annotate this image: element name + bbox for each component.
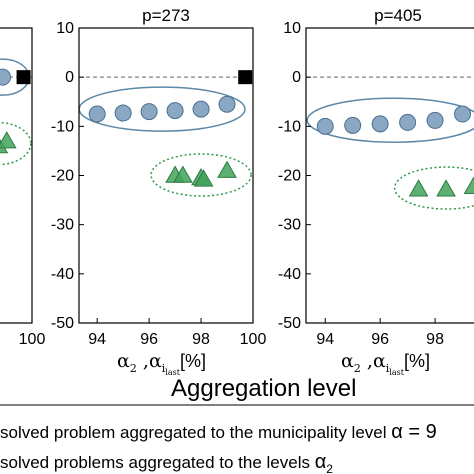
data-point-circle [114,104,132,122]
data-point-circle [88,105,106,123]
data-point-triangle [0,131,17,149]
alpha-subscript: 2 [130,362,137,375]
x-tick-label: 96 [140,331,158,348]
x-tick-label: 98 [192,331,210,348]
data-point-circle [218,95,236,113]
panel-title: p=405 [374,6,422,25]
plot-area [306,76,474,210]
label-separator: , [361,350,373,372]
data-point-circle [316,117,334,135]
alpha-symbol: α [117,350,130,372]
plot-area [79,76,253,197]
alpha-symbol: α [149,350,162,372]
x-axis-label: α2 ,αilast[%] [117,350,206,377]
y-tick-label: 10 [56,20,74,37]
data-point-circle [371,115,389,133]
aggregation-level-label: Aggregation level [171,375,356,402]
alpha-subscript: i [386,362,390,375]
data-point-triangle [463,176,474,195]
data-point-triangle [408,179,429,197]
triangle-group-ellipse [150,153,252,197]
data-point-square [16,70,31,85]
data-point-circle [454,105,472,123]
data-point-triangle [193,169,214,187]
x-tick-label: 100 [19,331,46,348]
data-point-circle [399,113,417,131]
y-tick-label: -10 [278,118,301,135]
data-point-circle [166,102,184,120]
legend-line-1: solved problem aggregated to the municip… [0,421,437,443]
x-tick-label: 94 [88,331,106,348]
y-tick-label: 10 [283,20,301,37]
axes-frame [0,27,33,324]
legend: solved problem aggregated to the municip… [0,421,437,474]
label-separator: , [137,350,149,372]
y-tick-label: -30 [51,217,74,234]
label-unit: [%] [404,351,430,371]
alpha-subsubscript: last [389,368,404,377]
panel-1: 100 [0,27,46,348]
legend-line-2-text: solved problems aggregated to the levels [0,453,315,472]
data-point-circle [344,116,362,134]
x-tick-label: 98 [426,331,444,348]
legend-line-2-symbol: α [315,451,327,473]
y-tick-label: -20 [278,168,301,185]
data-point-triangle [217,160,237,178]
triangle-group-ellipse [393,166,474,210]
y-tick-label: -50 [51,315,74,332]
x-tick-label: 94 [316,331,334,348]
legend-line-2: solved problems aggregated to the levels… [0,451,333,474]
data-point-circle [0,68,12,86]
legend-line-1-text: solved problem aggregated to the municip… [0,423,391,442]
data-point-circle [426,111,444,129]
plot-area [0,58,32,166]
triangle-group-ellipse [0,121,32,166]
alpha-symbol: α [341,350,354,372]
y-tick-label: -50 [278,315,301,332]
y-tick-label: 0 [292,69,301,86]
data-point-triangle [436,179,456,197]
y-tick-label: 0 [65,69,74,86]
alpha-symbol: α [373,350,386,372]
panel-title: p=273 [142,6,190,25]
y-tick-label: -30 [278,217,301,234]
y-tick-label: -40 [51,266,74,283]
x-tick-label: 100 [240,331,267,348]
data-point-square [238,70,253,85]
alpha-subscript: 2 [354,362,361,375]
alpha-subscript: i [162,362,166,375]
legend-line-2-subscript: 2 [326,462,333,474]
legend-line-1-symbol: α = 9 [391,421,436,443]
x-tick-label: 96 [371,331,389,348]
label-unit: [%] [180,351,206,371]
data-point-circle [140,103,158,121]
y-tick-label: -10 [51,118,74,135]
x-axis-label: α2 ,αilast[%] [341,350,430,377]
data-point-triangle [173,165,193,183]
y-tick-label: -20 [51,168,74,185]
data-point-circle [192,100,210,118]
axes-frame [305,27,474,324]
y-tick-label: -40 [278,266,301,283]
circle-group-ellipse [306,97,474,143]
alpha-subsubscript: last [165,368,180,377]
